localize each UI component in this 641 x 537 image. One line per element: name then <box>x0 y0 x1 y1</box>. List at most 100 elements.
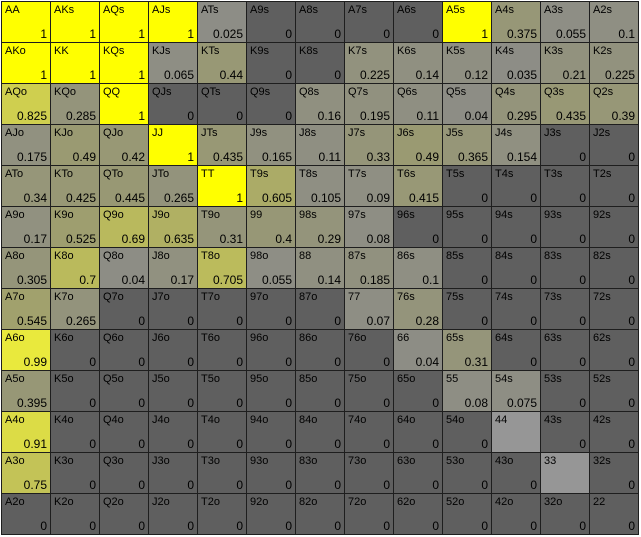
hand-cell-j3s[interactable]: J3s 0 <box>540 124 590 166</box>
hand-cell-k9o[interactable]: K9o 0.525 <box>50 206 100 248</box>
hand-cell-j7s[interactable]: J7s 0.33 <box>344 124 394 166</box>
hand-cell-t5s[interactable]: T5s 0 <box>442 165 492 207</box>
hand-cell-22[interactable]: 22 0 <box>589 493 639 535</box>
hand-cell-a7s[interactable]: A7s 0 <box>344 1 394 43</box>
hand-cell-k8o[interactable]: K8o 0.7 <box>50 247 100 289</box>
hand-cell-t7o[interactable]: T7o 0 <box>197 288 247 330</box>
hand-cell-65o[interactable]: 65o 0 <box>393 370 443 412</box>
hand-cell-93s[interactable]: 93s 0 <box>540 206 590 248</box>
hand-cell-95s[interactable]: 95s 0 <box>442 206 492 248</box>
hand-cell-54o[interactable]: 54o 0 <box>442 411 492 453</box>
hand-cell-a5s[interactable]: A5s 1 <box>442 1 492 43</box>
hand-cell-qto[interactable]: QTo 0.445 <box>99 165 149 207</box>
hand-cell-k3s[interactable]: K3s 0.21 <box>540 42 590 84</box>
hand-cell-kqo[interactable]: KQo 0.285 <box>50 83 100 125</box>
hand-cell-ako[interactable]: AKo 1 <box>1 42 51 84</box>
hand-cell-j2s[interactable]: J2s 0 <box>589 124 639 166</box>
hand-cell-jj[interactable]: JJ 1 <box>148 124 198 166</box>
hand-cell-88[interactable]: 88 0.14 <box>295 247 345 289</box>
hand-cell-84o[interactable]: 84o 0 <box>295 411 345 453</box>
hand-cell-74o[interactable]: 74o 0 <box>344 411 394 453</box>
hand-cell-a4o[interactable]: A4o 0.91 <box>1 411 51 453</box>
hand-cell-44[interactable]: 44 <box>491 411 541 453</box>
hand-cell-75o[interactable]: 75o 0 <box>344 370 394 412</box>
hand-cell-86o[interactable]: 86o 0 <box>295 329 345 371</box>
hand-cell-87o[interactable]: 87o 0 <box>295 288 345 330</box>
hand-cell-32s[interactable]: 32s 0 <box>589 452 639 494</box>
hand-cell-99[interactable]: 99 0.4 <box>246 206 296 248</box>
hand-cell-52s[interactable]: 52s 0 <box>589 370 639 412</box>
hand-cell-q7s[interactable]: Q7s 0.195 <box>344 83 394 125</box>
hand-cell-kts[interactable]: KTs 0.44 <box>197 42 247 84</box>
hand-cell-qjs[interactable]: QJs 0 <box>148 83 198 125</box>
hand-cell-q6o[interactable]: Q6o 0 <box>99 329 149 371</box>
hand-cell-a9o[interactable]: A9o 0.17 <box>1 206 51 248</box>
hand-cell-a3s[interactable]: A3s 0.055 <box>540 1 590 43</box>
hand-cell-j9s[interactable]: J9s 0.165 <box>246 124 296 166</box>
hand-cell-t6s[interactable]: T6s 0.415 <box>393 165 443 207</box>
hand-cell-k7o[interactable]: K7o 0.265 <box>50 288 100 330</box>
hand-cell-95o[interactable]: 95o 0 <box>246 370 296 412</box>
hand-cell-k2s[interactable]: K2s 0.225 <box>589 42 639 84</box>
hand-cell-t4o[interactable]: T4o 0 <box>197 411 247 453</box>
hand-cell-94s[interactable]: 94s 0 <box>491 206 541 248</box>
hand-cell-t2s[interactable]: T2s 0 <box>589 165 639 207</box>
hand-cell-98s[interactable]: 98s 0.29 <box>295 206 345 248</box>
hand-cell-t3o[interactable]: T3o 0 <box>197 452 247 494</box>
hand-cell-t7s[interactable]: T7s 0.09 <box>344 165 394 207</box>
hand-cell-aks[interactable]: AKs 1 <box>50 1 100 43</box>
hand-cell-97s[interactable]: 97s 0.08 <box>344 206 394 248</box>
hand-cell-k4s[interactable]: K4s 0.035 <box>491 42 541 84</box>
hand-cell-k2o[interactable]: K2o 0 <box>50 493 100 535</box>
hand-cell-q3o[interactable]: Q3o 0 <box>99 452 149 494</box>
hand-cell-j4o[interactable]: J4o 0 <box>148 411 198 453</box>
hand-cell-63s[interactable]: 63s 0 <box>540 329 590 371</box>
hand-cell-54s[interactable]: 54s 0.075 <box>491 370 541 412</box>
hand-cell-jto[interactable]: JTo 0.265 <box>148 165 198 207</box>
hand-cell-j6o[interactable]: J6o 0 <box>148 329 198 371</box>
hand-cell-84s[interactable]: 84s 0 <box>491 247 541 289</box>
hand-cell-aqo[interactable]: AQo 0.825 <box>1 83 51 125</box>
hand-cell-74s[interactable]: 74s 0 <box>491 288 541 330</box>
hand-cell-a3o[interactable]: A3o 0.75 <box>1 452 51 494</box>
hand-cell-q9s[interactable]: Q9s 0 <box>246 83 296 125</box>
hand-cell-42s[interactable]: 42s 0 <box>589 411 639 453</box>
hand-cell-ats[interactable]: ATs 0.025 <box>197 1 247 43</box>
hand-cell-63o[interactable]: 63o 0 <box>393 452 443 494</box>
hand-cell-92o[interactable]: 92o 0 <box>246 493 296 535</box>
hand-cell-43s[interactable]: 43s 0 <box>540 411 590 453</box>
hand-cell-82s[interactable]: 82s 0 <box>589 247 639 289</box>
hand-cell-73s[interactable]: 73s 0 <box>540 288 590 330</box>
hand-cell-j4s[interactable]: J4s 0.154 <box>491 124 541 166</box>
hand-cell-kto[interactable]: KTo 0.425 <box>50 165 100 207</box>
hand-cell-k3o[interactable]: K3o 0 <box>50 452 100 494</box>
hand-cell-t8o[interactable]: T8o 0.705 <box>197 247 247 289</box>
hand-cell-t3s[interactable]: T3s 0 <box>540 165 590 207</box>
hand-cell-77[interactable]: 77 0.07 <box>344 288 394 330</box>
hand-cell-j8o[interactable]: J8o 0.17 <box>148 247 198 289</box>
hand-cell-52o[interactable]: 52o 0 <box>442 493 492 535</box>
hand-cell-83s[interactable]: 83s 0 <box>540 247 590 289</box>
hand-cell-ajs[interactable]: AJs 1 <box>148 1 198 43</box>
hand-cell-j2o[interactable]: J2o 0 <box>148 493 198 535</box>
hand-cell-k8s[interactable]: K8s 0 <box>295 42 345 84</box>
hand-cell-75s[interactable]: 75s 0 <box>442 288 492 330</box>
hand-cell-66[interactable]: 66 0.04 <box>393 329 443 371</box>
hand-cell-q3s[interactable]: Q3s 0.435 <box>540 83 590 125</box>
hand-cell-62o[interactable]: 62o 0 <box>393 493 443 535</box>
hand-cell-76s[interactable]: 76s 0.28 <box>393 288 443 330</box>
hand-cell-a6s[interactable]: A6s 0 <box>393 1 443 43</box>
hand-cell-aa[interactable]: AA 1 <box>1 1 51 43</box>
hand-cell-j8s[interactable]: J8s 0.11 <box>295 124 345 166</box>
hand-cell-a2s[interactable]: A2s 0.1 <box>589 1 639 43</box>
hand-cell-a2o[interactable]: A2o 0 <box>1 493 51 535</box>
hand-cell-a9s[interactable]: A9s 0 <box>246 1 296 43</box>
hand-cell-93o[interactable]: 93o 0 <box>246 452 296 494</box>
hand-cell-q5s[interactable]: Q5s 0.04 <box>442 83 492 125</box>
hand-cell-t2o[interactable]: T2o 0 <box>197 493 247 535</box>
hand-cell-t8s[interactable]: T8s 0.105 <box>295 165 345 207</box>
hand-cell-a7o[interactable]: A7o 0.545 <box>1 288 51 330</box>
hand-cell-42o[interactable]: 42o 0 <box>491 493 541 535</box>
hand-cell-qts[interactable]: QTs 0 <box>197 83 247 125</box>
hand-cell-65s[interactable]: 65s 0.31 <box>442 329 492 371</box>
